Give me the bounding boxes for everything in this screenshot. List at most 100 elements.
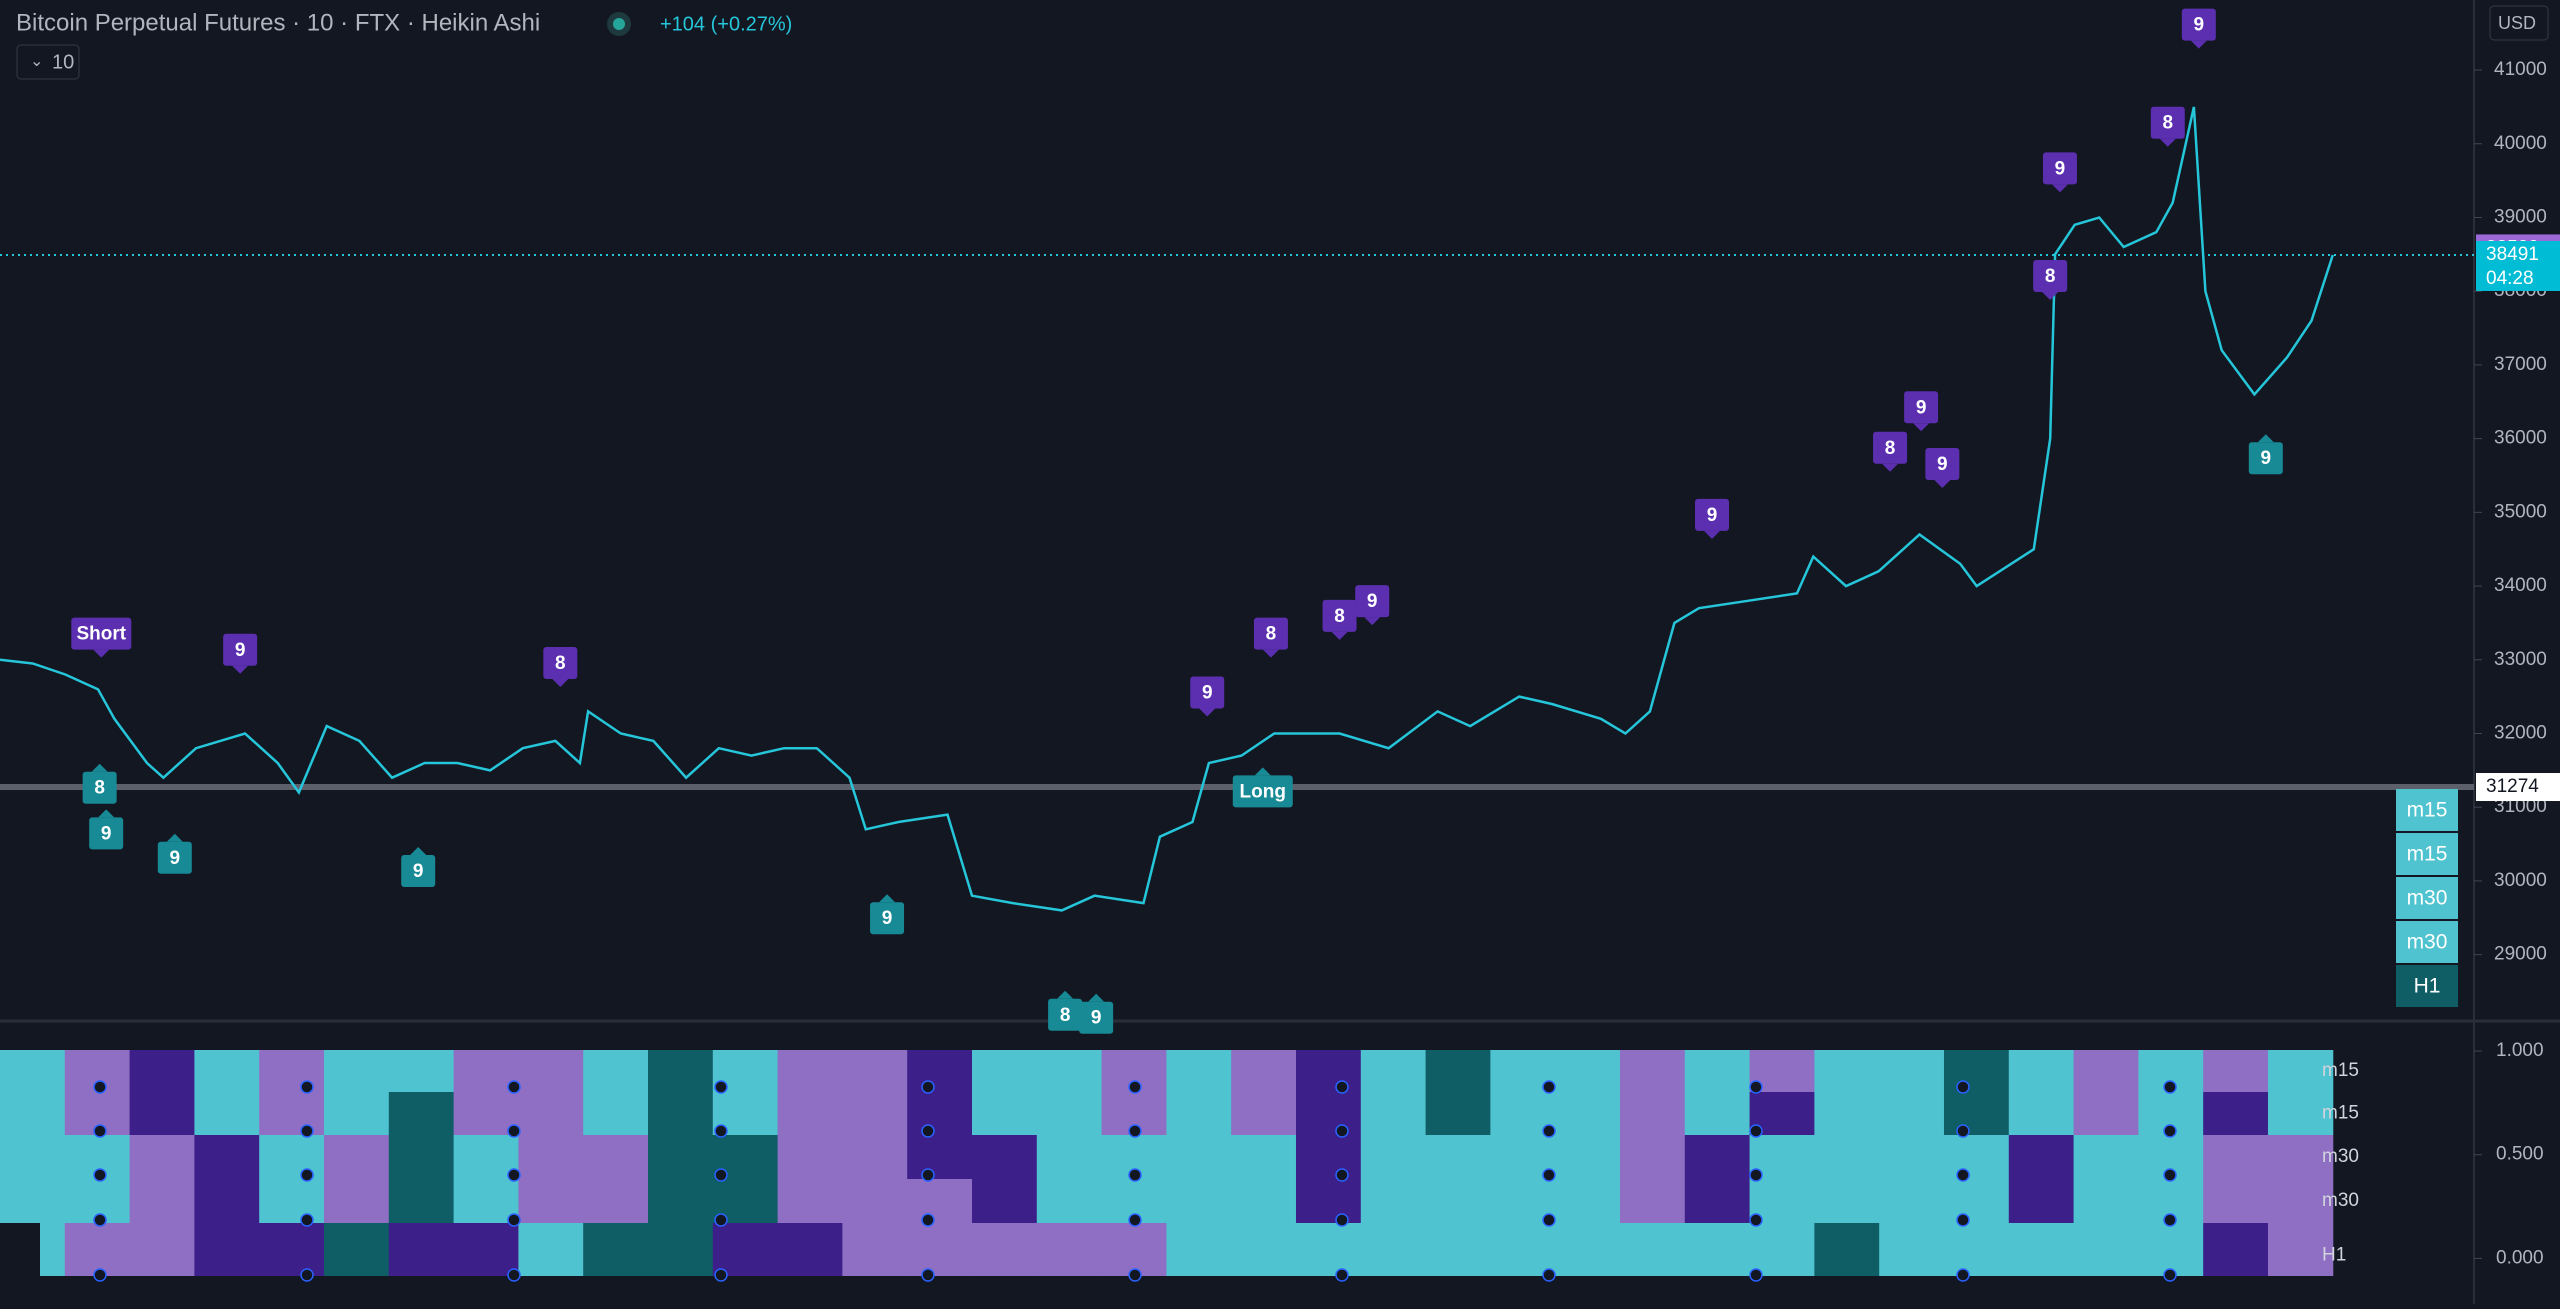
heat-cell (1166, 1092, 1232, 1135)
row-dot (1956, 1213, 1970, 1227)
heat-cell (1684, 1092, 1751, 1135)
heat-cell (1814, 1135, 1880, 1179)
interval-button[interactable] (16, 44, 80, 80)
interval-label[interactable]: 10 (52, 51, 74, 73)
heat-cell (1814, 1179, 1880, 1223)
row-dot (714, 1124, 728, 1138)
signal-pointer (1704, 530, 1721, 539)
heat-cell (1295, 1092, 1362, 1135)
heat-cell (777, 1050, 843, 1092)
signal-pointer (2190, 40, 2207, 49)
signal-marker (1232, 775, 1293, 808)
heat-cell (1879, 1092, 1945, 1135)
signal-label: Short (76, 624, 126, 645)
heat-cell (388, 1179, 455, 1223)
row-dot (714, 1268, 728, 1282)
signal-label: 9 (882, 908, 893, 929)
signal-marker (2033, 260, 2068, 293)
signal-label: 9 (1202, 683, 1213, 704)
currency-button[interactable] (2489, 5, 2549, 41)
signal-label: 8 (1334, 606, 1345, 627)
heat-cell (583, 1179, 649, 1223)
row-dot (921, 1268, 935, 1282)
heat-cell (518, 1179, 584, 1223)
table-cell (2396, 877, 2458, 919)
signal-label: 9 (2194, 15, 2205, 36)
heat-cell (1943, 1135, 2010, 1179)
heat-cell (971, 1050, 1038, 1092)
row-dot (1128, 1168, 1142, 1182)
y-tick-label: 0.500 (2496, 1144, 2544, 1165)
heat-cell (907, 1179, 973, 1223)
heat-cell (453, 1092, 519, 1135)
heat-cell (2138, 1223, 2204, 1276)
heat-cell (194, 1050, 260, 1092)
countdown-label: 04:28 (2486, 268, 2534, 289)
row-dot (300, 1080, 314, 1094)
heat-cell (842, 1050, 908, 1092)
signal-pointer (1088, 993, 1105, 1002)
heat-cell (971, 1135, 1038, 1179)
row-dot (2163, 1080, 2177, 1094)
signal-label: 9 (1937, 454, 1948, 475)
row-dot (1335, 1168, 1349, 1182)
heat-cell (583, 1092, 649, 1135)
heat-cell (1360, 1223, 1427, 1276)
row-dot (300, 1168, 314, 1182)
heat-cell (1231, 1092, 1297, 1135)
currency-label[interactable]: USD (2498, 13, 2536, 33)
heat-cell (129, 1135, 195, 1179)
heat-cell (2267, 1135, 2334, 1179)
row-dot (1542, 1213, 1556, 1227)
signal-pointer (1934, 480, 1951, 489)
signal-pointer (2257, 434, 2274, 443)
row-dot (1956, 1268, 1970, 1282)
signal-pointer (1057, 990, 1074, 999)
heat-cell (2073, 1179, 2139, 1223)
heat-cell (971, 1179, 1038, 1223)
heat-cell (583, 1135, 649, 1179)
y-tick-label: 0.000 (2496, 1247, 2544, 1268)
heat-cell (647, 1050, 714, 1092)
signal-marker (401, 855, 436, 888)
signal-pointer (232, 665, 249, 674)
heat-cell (842, 1223, 908, 1276)
y-tick-label: 34000 (2494, 575, 2547, 596)
row-dot (1128, 1268, 1142, 1282)
heat-cell (388, 1223, 455, 1276)
heat-cell (194, 1223, 260, 1276)
signal-marker (1190, 676, 1225, 709)
signal-marker (543, 647, 578, 680)
heat-cell (1555, 1050, 1621, 1092)
signal-marker (1925, 448, 1960, 481)
row-dot (1128, 1080, 1142, 1094)
signal-marker (1355, 585, 1390, 618)
heat-cell (1555, 1223, 1621, 1276)
price-line (0, 106, 2334, 912)
signal-label: 9 (101, 823, 112, 844)
heat-cell (1814, 1050, 1880, 1092)
heat-cell (0, 1092, 66, 1135)
table-cell-label: m30 (2407, 931, 2448, 954)
heat-cell (1360, 1092, 1427, 1135)
heat-cell (1814, 1223, 1880, 1276)
row-dot (1542, 1268, 1556, 1282)
row-dot (1749, 1268, 1763, 1282)
heat-cell (1684, 1223, 1751, 1276)
signal-pointer (410, 847, 427, 856)
heat-cell (1231, 1135, 1297, 1179)
heat-cell (129, 1179, 195, 1223)
heat-cell (2203, 1092, 2269, 1135)
last-price-label: 38491 (2486, 244, 2539, 265)
row-dot (93, 1268, 107, 1282)
heat-cell (0, 1179, 66, 1223)
heat-cell (1360, 1050, 1427, 1092)
heat-cell (1036, 1135, 1103, 1179)
row-dot (1749, 1168, 1763, 1182)
last-price-tag (2476, 240, 2560, 291)
heat-cell (971, 1223, 1038, 1276)
row-dot (1542, 1080, 1556, 1094)
heat-cell (1231, 1179, 1297, 1223)
row-dot (921, 1213, 935, 1227)
signal-pointer (2051, 184, 2068, 193)
